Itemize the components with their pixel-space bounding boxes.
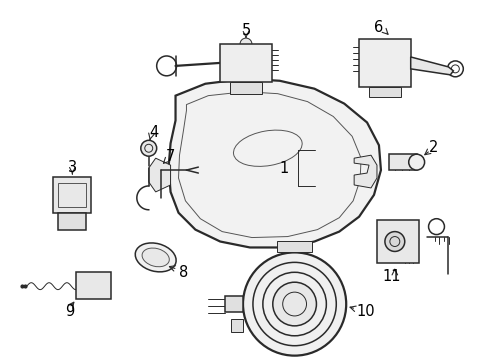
Circle shape bbox=[408, 154, 424, 170]
Polygon shape bbox=[59, 213, 86, 230]
Polygon shape bbox=[353, 155, 376, 188]
Text: 4: 4 bbox=[149, 125, 158, 140]
Text: 3: 3 bbox=[68, 159, 77, 175]
Polygon shape bbox=[388, 154, 416, 170]
Ellipse shape bbox=[142, 248, 169, 267]
Text: 5: 5 bbox=[241, 23, 250, 38]
Polygon shape bbox=[53, 177, 91, 213]
Text: 7: 7 bbox=[165, 149, 175, 164]
Text: 6: 6 bbox=[373, 20, 383, 35]
Ellipse shape bbox=[135, 243, 176, 272]
Polygon shape bbox=[168, 79, 380, 247]
Polygon shape bbox=[276, 240, 312, 252]
Text: 8: 8 bbox=[179, 265, 188, 280]
Polygon shape bbox=[148, 158, 170, 192]
Polygon shape bbox=[220, 44, 271, 82]
Polygon shape bbox=[368, 87, 400, 96]
Text: 11: 11 bbox=[382, 269, 400, 284]
Polygon shape bbox=[224, 296, 243, 312]
Polygon shape bbox=[358, 39, 410, 87]
Polygon shape bbox=[76, 272, 111, 299]
Text: 2: 2 bbox=[428, 140, 437, 155]
Circle shape bbox=[240, 38, 251, 50]
Polygon shape bbox=[410, 57, 452, 75]
Circle shape bbox=[243, 252, 346, 356]
Polygon shape bbox=[230, 82, 262, 94]
Text: 9: 9 bbox=[64, 305, 74, 319]
Polygon shape bbox=[376, 220, 418, 264]
Text: 1: 1 bbox=[279, 161, 288, 176]
Text: 10: 10 bbox=[356, 305, 375, 319]
Circle shape bbox=[384, 231, 404, 251]
Polygon shape bbox=[231, 319, 243, 332]
Circle shape bbox=[141, 140, 156, 156]
Circle shape bbox=[272, 282, 316, 326]
